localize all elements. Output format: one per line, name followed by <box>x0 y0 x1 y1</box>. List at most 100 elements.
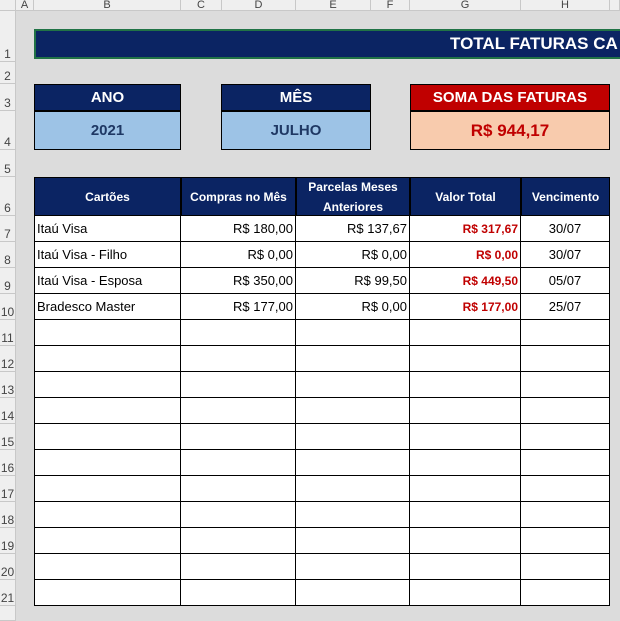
empty-cell <box>521 450 610 476</box>
empty-cell <box>410 424 521 450</box>
month-label: MÊS <box>221 84 371 111</box>
row-header: 11 <box>0 320 16 346</box>
empty-cell <box>521 346 610 372</box>
table-cell: R$ 0,00 <box>296 294 410 320</box>
empty-cell <box>34 398 181 424</box>
column-header: H <box>521 0 610 11</box>
table-cell: Itaú Visa - Filho <box>34 242 181 268</box>
column-header: F <box>371 0 410 11</box>
empty-cell <box>296 346 410 372</box>
row-header: 5 <box>0 150 16 177</box>
empty-cell <box>296 476 410 502</box>
row-header: 8 <box>0 242 16 268</box>
empty-cell <box>296 580 410 606</box>
year-value: 2021 <box>34 111 181 150</box>
table-cell: R$ 137,67 <box>296 216 410 242</box>
empty-cell <box>34 476 181 502</box>
title-bar: TOTAL FATURAS CA <box>34 29 620 59</box>
empty-cell <box>410 476 521 502</box>
empty-cell <box>181 398 296 424</box>
table-header: Parcelas Meses Anteriores <box>296 177 410 216</box>
table-cell: 25/07 <box>521 294 610 320</box>
table-cell: 30/07 <box>521 216 610 242</box>
corner <box>0 0 16 11</box>
empty-cell <box>34 554 181 580</box>
empty-cell <box>296 372 410 398</box>
column-header: G <box>410 0 521 11</box>
table-cell: R$ 180,00 <box>181 216 296 242</box>
empty-cell <box>521 320 610 346</box>
column-header: C <box>181 0 222 11</box>
row-header: 3 <box>0 84 16 111</box>
empty-cell <box>296 528 410 554</box>
empty-cell <box>410 346 521 372</box>
empty-cell <box>521 580 610 606</box>
empty-cell <box>521 372 610 398</box>
empty-cell <box>181 554 296 580</box>
row-header: 7 <box>0 216 16 242</box>
row-header: 12 <box>0 346 16 372</box>
table-cell: R$ 0,00 <box>410 242 521 268</box>
empty-cell <box>34 424 181 450</box>
row-header <box>0 606 16 621</box>
column-header: E <box>296 0 371 11</box>
empty-cell <box>410 320 521 346</box>
row-header: 9 <box>0 268 16 294</box>
table-cell: R$ 99,50 <box>296 268 410 294</box>
empty-cell <box>181 580 296 606</box>
table-cell: Bradesco Master <box>34 294 181 320</box>
empty-cell <box>181 320 296 346</box>
table-header: Cartões <box>34 177 181 216</box>
row-header: 16 <box>0 450 16 476</box>
column-header: A <box>16 0 34 11</box>
column-header: B <box>34 0 181 11</box>
month-value: JULHO <box>221 111 371 150</box>
table-header: Valor Total <box>410 177 521 216</box>
row-header: 13 <box>0 372 16 398</box>
column-header: D <box>222 0 296 11</box>
empty-cell <box>181 346 296 372</box>
empty-cell <box>296 450 410 476</box>
row-header: 21 <box>0 580 16 606</box>
year-label: ANO <box>34 84 181 111</box>
empty-cell <box>181 476 296 502</box>
row-header: 2 <box>0 62 16 84</box>
row-header: 15 <box>0 424 16 450</box>
empty-cell <box>181 424 296 450</box>
empty-cell <box>34 450 181 476</box>
row-header: 1 <box>0 11 16 62</box>
empty-cell <box>34 320 181 346</box>
table-cell: R$ 449,50 <box>410 268 521 294</box>
empty-cell <box>521 554 610 580</box>
row-header: 14 <box>0 398 16 424</box>
row-header: 18 <box>0 502 16 528</box>
table-header: Compras no Mês <box>181 177 296 216</box>
empty-cell <box>34 502 181 528</box>
row-header: 19 <box>0 528 16 554</box>
column-header <box>610 0 620 11</box>
empty-cell <box>34 528 181 554</box>
empty-cell <box>521 528 610 554</box>
row-header: 10 <box>0 294 16 320</box>
table-cell: R$ 317,67 <box>410 216 521 242</box>
empty-cell <box>181 502 296 528</box>
empty-cell <box>296 424 410 450</box>
empty-cell <box>181 372 296 398</box>
table-cell: 05/07 <box>521 268 610 294</box>
row-header: 20 <box>0 554 16 580</box>
empty-cell <box>410 580 521 606</box>
empty-cell <box>521 398 610 424</box>
table-cell: R$ 0,00 <box>296 242 410 268</box>
empty-cell <box>181 528 296 554</box>
sum-label: SOMA DAS FATURAS <box>410 84 610 111</box>
empty-cell <box>34 346 181 372</box>
row-header: 17 <box>0 476 16 502</box>
table-header: Vencimento <box>521 177 610 216</box>
empty-cell <box>34 580 181 606</box>
table-cell: R$ 0,00 <box>181 242 296 268</box>
table-cell: Itaú Visa - Esposa <box>34 268 181 294</box>
empty-cell <box>296 554 410 580</box>
row-header: 6 <box>0 177 16 216</box>
empty-cell <box>410 450 521 476</box>
empty-cell <box>410 528 521 554</box>
